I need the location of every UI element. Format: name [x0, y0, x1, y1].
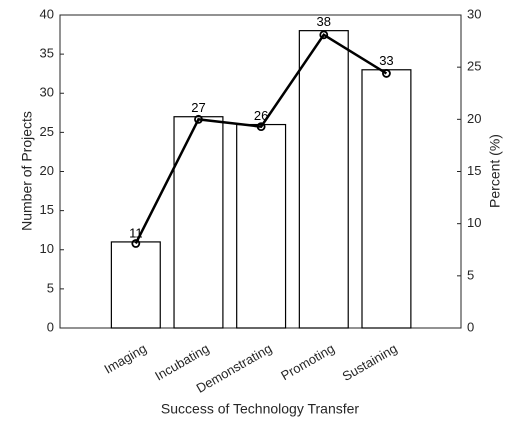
line-marker: [256, 122, 266, 132]
x-tick-label: Promoting: [278, 341, 337, 384]
line-marker: [382, 69, 391, 78]
y-tick-label: 25: [40, 124, 54, 139]
y2-tick-label: 5: [467, 267, 474, 282]
y-tick-label: 30: [40, 85, 54, 100]
y-tick-label: 10: [40, 241, 54, 256]
bar: [236, 123, 287, 329]
y2-tick-label: 25: [467, 59, 481, 74]
value-label: 33: [379, 53, 393, 68]
y-tick-label: 40: [40, 6, 54, 21]
y-tick-label: 0: [47, 319, 54, 334]
bar: [298, 30, 349, 329]
y2-tick-label: 0: [467, 319, 474, 334]
y-axis-label: Number of Projects: [19, 111, 35, 231]
y2-tick-label: 15: [467, 163, 481, 178]
x-axis-label: Success of Technology Transfer: [161, 401, 360, 417]
bar: [110, 241, 161, 329]
value-label: 27: [191, 100, 205, 115]
bar: [361, 69, 412, 329]
line-marker: [319, 30, 329, 40]
line-marker: [131, 239, 141, 248]
y-tick-label: 35: [40, 46, 54, 61]
x-tick-label: Imaging: [101, 341, 149, 377]
y-tick-label: 5: [47, 280, 54, 295]
bar: [173, 116, 224, 329]
line-marker: [194, 114, 203, 124]
y2-tick-label: 10: [467, 215, 481, 230]
y2-tick-label: 30: [467, 6, 481, 21]
line: [134, 33, 388, 245]
y2-axis-label: Percent (%): [487, 134, 503, 208]
y2-tick-label: 20: [467, 111, 481, 126]
value-label: 38: [317, 14, 331, 29]
x-tick-label: Sustaining: [340, 341, 400, 384]
y-tick-label: 20: [40, 163, 54, 178]
y-tick-label: 15: [40, 202, 54, 217]
